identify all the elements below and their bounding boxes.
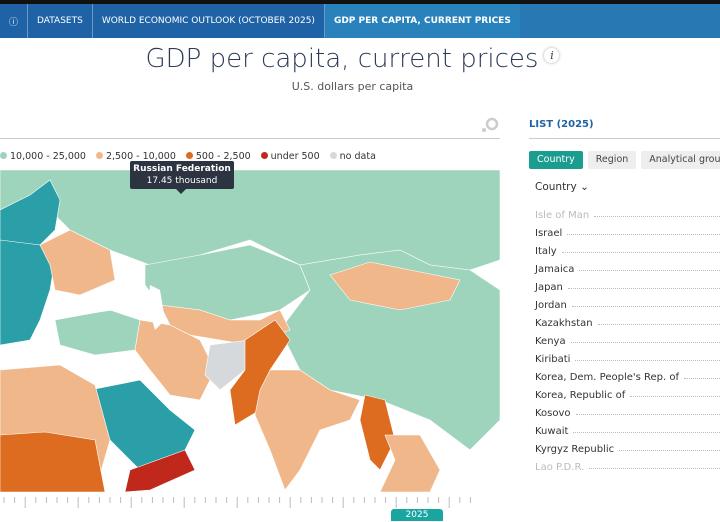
region-sudan [0, 431, 106, 492]
country-name: Kenya [535, 335, 566, 347]
country-name: Kyrgyz Republic [535, 443, 615, 455]
list-item[interactable]: Israel [535, 224, 720, 242]
window-top-strip [0, 0, 720, 4]
leader-line [575, 360, 720, 361]
leader-line [684, 378, 720, 379]
selected-year-badge[interactable]: 2025 [391, 509, 443, 521]
country-name: Korea, Dem. People's Rep. of [535, 371, 680, 383]
list-item[interactable]: Jordan [535, 296, 720, 314]
zoom-reset-icon[interactable] [481, 117, 499, 133]
region-saudi-arabia [89, 379, 196, 471]
region-india [254, 369, 361, 491]
list-item[interactable]: Kenya [535, 332, 720, 350]
country-name: Isle of Man [535, 209, 590, 221]
tab-region[interactable]: Region [587, 151, 637, 169]
leader-line [575, 414, 720, 415]
chevron-down-icon: ⌄ [580, 181, 589, 193]
legend-item[interactable]: 10,000 - 25,000 [0, 151, 86, 162]
country-name: Jordan [535, 299, 567, 311]
info-button[interactable]: ⓘ [0, 4, 29, 38]
country-name: Korea, Republic of [535, 389, 626, 401]
list-item[interactable]: Italy [535, 242, 720, 260]
legend-item[interactable]: 2,500 - 10,000 [95, 151, 176, 162]
leader-line [594, 216, 720, 217]
page-subtitle: U.S. dollars per capita [291, 80, 414, 93]
leader-line [570, 342, 720, 343]
region-black-sea [70, 298, 115, 315]
region-se-asia [379, 434, 441, 492]
list-item[interactable]: Kyrgyz Republic [535, 440, 720, 458]
choropleth-map[interactable] [0, 170, 500, 492]
breadcrumb-datasets[interactable]: DATASETS [28, 4, 93, 38]
country-list[interactable]: Isle of Man Israel Italy Jamaica Japan Jordan… [535, 206, 720, 476]
country-name: Kosovo [535, 407, 571, 419]
region-caspian [148, 285, 165, 330]
leader-line [579, 270, 720, 271]
leader-line [561, 252, 720, 253]
leader-line [567, 234, 720, 235]
leader-line [589, 468, 720, 469]
list-tabs: Country Region Analytical group [529, 151, 720, 169]
region-mongolia [329, 261, 461, 311]
divider [0, 138, 500, 139]
list-item[interactable]: Lao P.D.R. [535, 458, 720, 476]
region-yemen [124, 449, 196, 492]
region-iran [134, 319, 216, 401]
leader-line [597, 324, 720, 325]
tab-country[interactable]: Country [529, 151, 583, 169]
leader-line [571, 306, 720, 307]
list-item[interactable]: Jamaica [535, 260, 720, 278]
map-tooltip: Russian Federation 17.45 thousand [130, 161, 234, 194]
country-name: Kuwait [535, 425, 569, 437]
list-item[interactable]: Kosovo [535, 404, 720, 422]
breadcrumb-current: GDP PER CAPITA, CURRENT PRICES [324, 4, 520, 38]
list-item[interactable]: Isle of Man [535, 206, 720, 224]
tab-analytical-group[interactable]: Analytical group [641, 151, 720, 169]
breadcrumb: ⓘ DATASETS WORLD ECONOMIC OUTLOOK (OCTOB… [0, 4, 720, 38]
country-name: Jamaica [535, 263, 575, 275]
list-item[interactable]: Japan [535, 278, 720, 296]
country-name: Italy [535, 245, 557, 257]
leader-line [567, 288, 720, 289]
region-afghanistan [204, 339, 251, 391]
country-name: Kazakhstan [535, 317, 593, 329]
list-item[interactable]: Korea, Dem. People's Rep. of [535, 368, 720, 386]
breadcrumb-weo[interactable]: WORLD ECONOMIC OUTLOOK (OCTOBER 2025) [92, 4, 325, 38]
region-myanmar [359, 394, 396, 471]
leader-line [619, 450, 720, 451]
sort-label: Country [535, 181, 577, 193]
list-item[interactable]: Kuwait [535, 422, 720, 440]
legend-item[interactable]: 500 - 2,500 [185, 151, 251, 162]
list-item[interactable]: Kazakhstan [535, 314, 720, 332]
list-item[interactable]: Korea, Republic of [535, 386, 720, 404]
info-icon: ⓘ [9, 17, 19, 28]
tooltip-value: 17.45 thousand [146, 176, 218, 186]
legend-item[interactable]: under 500 [260, 151, 320, 162]
country-name: Kiribati [535, 353, 571, 365]
map-legend: 10,000 - 25,000 2,500 - 10,000 500 - 2,5… [0, 151, 376, 162]
sort-country-button[interactable]: Country ⌄ [535, 181, 589, 193]
region-ukraine [39, 229, 116, 296]
list-title: LIST (2025) [529, 119, 594, 130]
country-name: Japan [535, 281, 563, 293]
title-text: GDP per capita, current prices [145, 44, 539, 74]
divider [529, 138, 720, 139]
list-item[interactable]: Kiribati [535, 350, 720, 368]
legend-item[interactable]: no data [329, 151, 376, 162]
page-title: GDP per capita, current prices i [0, 44, 705, 74]
year-timeline[interactable] [0, 494, 475, 508]
info-icon[interactable]: i [544, 48, 559, 63]
country-name: Israel [535, 227, 563, 239]
leader-line [573, 432, 720, 433]
tooltip-country: Russian Federation [133, 164, 231, 174]
leader-line [630, 396, 720, 397]
country-name: Lao P.D.R. [535, 461, 585, 473]
